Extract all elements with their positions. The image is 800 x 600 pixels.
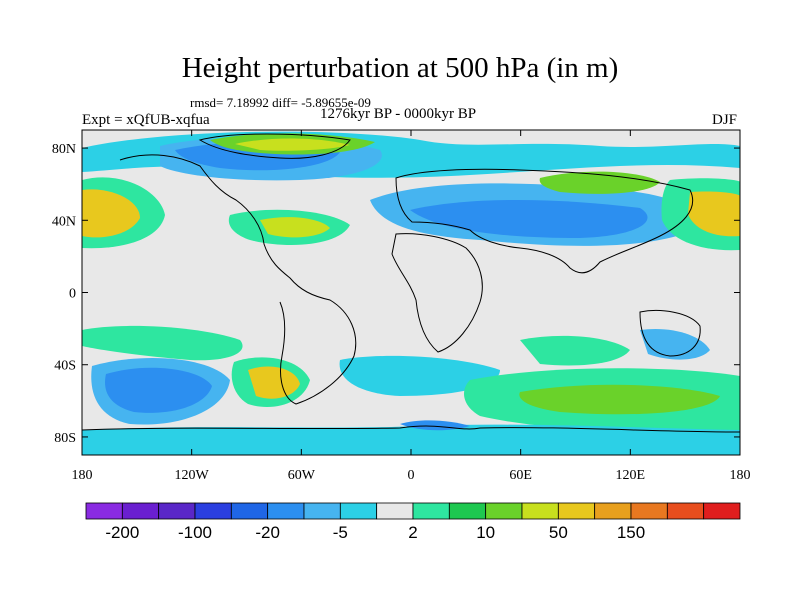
colorbar-swatch xyxy=(267,502,305,520)
contour-lime-south-ocean xyxy=(519,384,720,415)
colorbar-swatch xyxy=(521,502,559,520)
colorbar-label: 150 xyxy=(617,523,645,542)
colorbar-label: -20 xyxy=(255,523,280,542)
colorbar-swatch xyxy=(485,502,523,520)
y-axis: 80N 40N 0 40S 80S xyxy=(52,142,740,446)
stats-text: rmsd= 7.18992 diff= -5.89655e-09 xyxy=(190,95,371,110)
australia-coast xyxy=(639,310,701,357)
contour-deepblue-eurasia xyxy=(410,200,648,238)
colorbar-swatch xyxy=(194,502,232,520)
colorbar-swatch xyxy=(121,502,160,520)
period-label: 1276kyr BP - 0000kyr BP xyxy=(320,106,477,122)
colorbar-label: -100 xyxy=(178,523,212,542)
contour-yellow-npac-east xyxy=(688,191,740,237)
contour-field xyxy=(82,130,740,455)
x-tick-label: 60E xyxy=(509,468,532,483)
colorbar-swatch xyxy=(630,502,668,520)
experiment-label: Expt = xQfUB-xqfua xyxy=(82,112,210,128)
coastlines xyxy=(82,133,740,433)
x-tick-label: 120E xyxy=(616,468,646,483)
africa-coast xyxy=(391,233,483,353)
colorbar-swatch xyxy=(303,502,341,520)
colorbar-swatch xyxy=(594,502,632,520)
x-tick-label: 120W xyxy=(175,468,210,483)
eurasia-coast xyxy=(395,168,694,274)
y-tick-label: 80N xyxy=(52,142,76,157)
contour-yellow-patagonia xyxy=(248,366,300,399)
contour-green-spac xyxy=(82,325,243,361)
contour-cyan-satl xyxy=(339,355,500,396)
colorbar-swatch xyxy=(557,502,596,520)
contour-green-siberia xyxy=(539,171,660,194)
contour-yellow-npac-west xyxy=(82,189,140,238)
x-tick-label: 180 xyxy=(72,468,93,483)
colorbar-swatch xyxy=(666,502,705,520)
plot-title: Height perturbation at 500 hPa (in m) xyxy=(181,52,619,84)
contour-yellow-natl xyxy=(260,217,330,238)
x-tick-label: 60W xyxy=(288,468,316,483)
colorbar-swatch xyxy=(412,502,450,520)
colorbar-label: 2 xyxy=(408,523,417,542)
colorbar: -200 -100 -20 -5 2 10 50 150 xyxy=(85,502,741,542)
colorbar-label: -5 xyxy=(333,523,348,542)
x-axis: 180 120W 60W 0 60E 120E 180 xyxy=(72,130,751,483)
colorbar-swatch xyxy=(85,502,123,520)
antarctica-coast xyxy=(82,425,740,433)
y-tick-label: 40S xyxy=(54,359,76,374)
x-tick-label: 180 xyxy=(730,468,751,483)
y-tick-label: 0 xyxy=(69,287,76,302)
colorbar-label: -200 xyxy=(105,523,139,542)
greenland-coast xyxy=(198,133,351,159)
contour-yellow-greenland xyxy=(235,138,350,151)
colorbar-swatch xyxy=(158,502,196,520)
contour-cyan-antarctic xyxy=(82,424,740,455)
colorbar-swatch xyxy=(339,502,378,520)
season-label: DJF xyxy=(712,112,738,128)
contour-deepblue-spac xyxy=(105,367,212,413)
y-tick-label: 80S xyxy=(54,431,76,446)
y-tick-label: 40N xyxy=(52,214,76,229)
colorbar-swatch xyxy=(448,502,487,520)
colorbar-swatch xyxy=(376,502,414,520)
americas-coast xyxy=(119,154,357,405)
colorbar-swatch xyxy=(230,502,269,520)
colorbar-label: 50 xyxy=(549,523,568,542)
colorbar-label: 10 xyxy=(476,523,495,542)
contour-green-sio xyxy=(520,335,630,366)
colorbar-swatch xyxy=(703,502,741,520)
x-tick-label: 0 xyxy=(408,468,415,483)
